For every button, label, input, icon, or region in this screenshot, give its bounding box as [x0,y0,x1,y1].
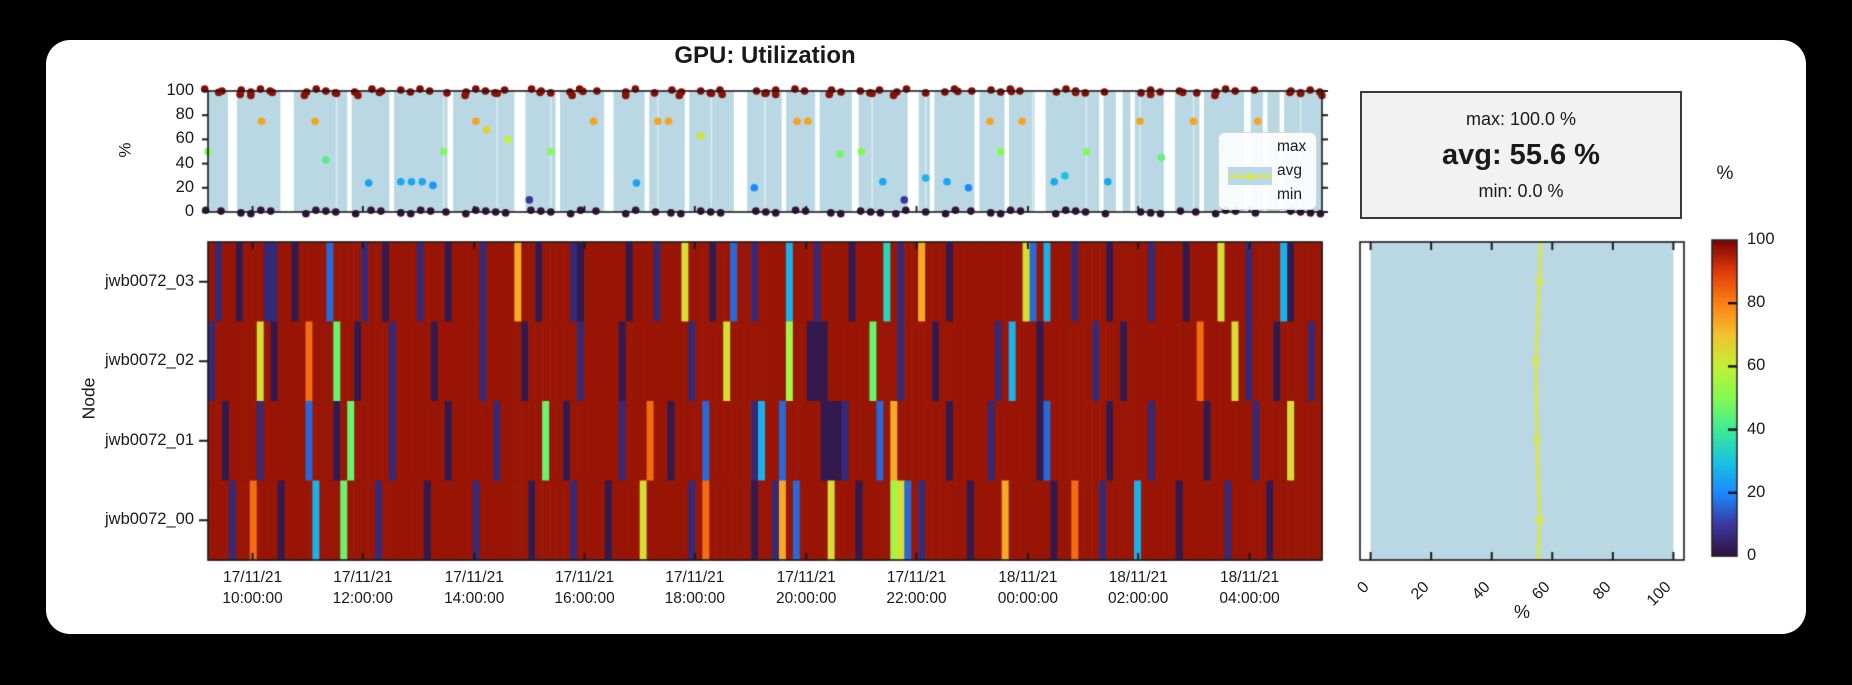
node-label-jwb0072_01: jwb0072_01 [105,430,194,449]
time-tick-8: 18/11/21 02:00:00 [1108,569,1169,607]
time-tick-7: 18/11/21 00:00:00 [997,569,1059,607]
timeseries-plot-canvas [196,84,1334,219]
time-tick-6: 17/11/21 22:00:00 [886,569,947,607]
legend-item-avg: avg [1277,162,1302,179]
legend-item-min: min [1277,186,1302,203]
colorbar-tick-80: 80 [1747,293,1766,312]
timeseries-ytick-60: 60 [175,129,194,148]
distribution-xlabel: % [1513,602,1530,622]
timeseries-ytick-20: 20 [175,177,194,196]
time-tick-2: 17/11/21 14:00:00 [444,569,505,607]
timeseries-ytick-80: 80 [175,105,194,124]
colorbar-canvas [1710,238,1739,558]
legend-avg-sample-swatch [1228,167,1272,185]
colorbar-tick-100: 100 [1747,230,1775,248]
node-label-jwb0072_00: jwb0072_00 [105,510,194,529]
timeseries-ytick-100: 100 [166,81,194,99]
time-tick-3: 17/11/21 16:00:00 [554,569,615,607]
stats-max: max: 100.0 % [1465,108,1577,129]
legend-item-max: max [1277,138,1307,155]
stats-box: max: 100.0 % avg: 55.6 % min: 0.0 % [1360,91,1682,219]
colorbar-tick-20: 20 [1747,482,1766,501]
colorbar-title: % [1716,163,1734,184]
stats-avg: avg: 55.6 % [1442,138,1600,171]
timeseries-ytick-0: 0 [184,202,194,220]
colorbar-tick-0: 0 [1747,546,1757,564]
time-tick-5: 17/11/21 20:00:00 [776,569,837,607]
legend-avg-marker [1247,173,1254,180]
time-tick-9: 18/11/21 04:00:00 [1219,569,1280,607]
distribution-canvas [1348,236,1696,566]
time-tick-0: 17/11/21 10:00:00 [222,569,283,607]
colorbar-tick-60: 60 [1747,356,1766,375]
time-tick-4: 17/11/21 18:00:00 [664,569,725,607]
node-label-jwb0072_02: jwb0072_02 [105,351,194,370]
stats-min: min: 0.0 % [1478,180,1564,201]
plot-legend: max avg min [1218,132,1317,210]
colorbar-tick-40: 40 [1747,419,1766,438]
heatmap-ylabel: Node [78,377,99,420]
timeseries-ytick-40: 40 [175,153,194,172]
time-tick-1: 17/11/21 12:00:00 [332,569,394,607]
node-label-jwb0072_03: jwb0072_03 [105,271,194,290]
heatmap-canvas [196,236,1334,566]
page-title: GPU: Utilization [674,42,856,69]
